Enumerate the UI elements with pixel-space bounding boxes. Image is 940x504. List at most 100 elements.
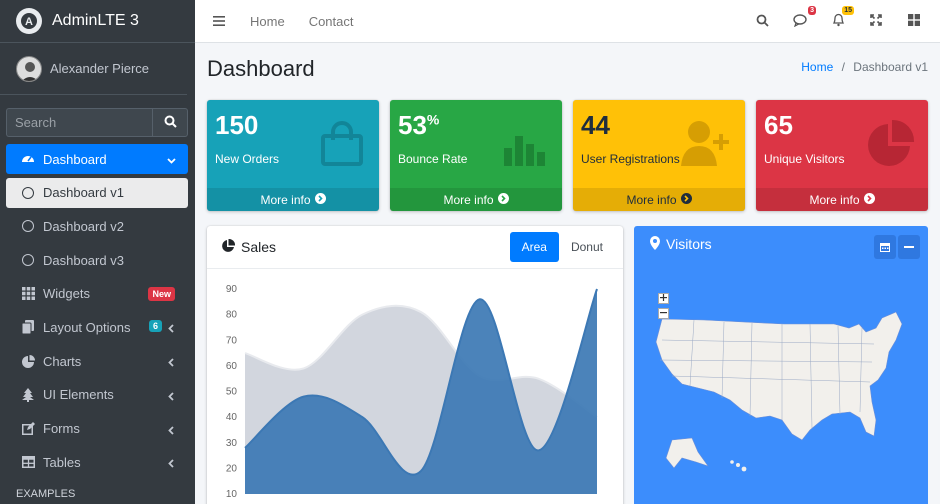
tachometer-icon <box>21 152 35 166</box>
avatar <box>16 55 42 82</box>
stat-label: Bounce Rate <box>398 152 468 166</box>
brand-link[interactable]: A AdminLTE 3 <box>0 0 195 43</box>
map-zoom-out-button[interactable] <box>658 308 669 319</box>
messages-count-badge: 3 <box>808 6 816 15</box>
main-sidebar: A AdminLTE 3 Alexander Pierce Dashboard <box>0 0 195 504</box>
pie-chart-icon <box>21 354 35 368</box>
minus-icon <box>904 240 914 255</box>
y-tick-label: 40 <box>226 412 238 423</box>
stat-value: 65 <box>764 110 793 140</box>
hamburger-menu-icon[interactable] <box>213 14 225 29</box>
user-panel[interactable]: Alexander Pierce <box>0 43 187 95</box>
sidebar-item-charts[interactable]: Charts <box>6 346 188 376</box>
sidebar-item-dashboard[interactable]: Dashboard <box>6 144 188 174</box>
sidebar-item-dashboard-v2[interactable]: Dashboard v2 <box>6 211 188 241</box>
card-title: Visitors <box>666 236 712 252</box>
svg-text:A: A <box>25 16 33 28</box>
y-tick-label: 30 <box>226 438 238 449</box>
sidebar-item-label: Layout Options <box>43 319 131 335</box>
page-title: Dashboard <box>207 56 315 81</box>
tab-area[interactable]: Area <box>509 232 559 262</box>
stat-box-unique-visitors: 65 Unique Visitors More info <box>756 100 928 211</box>
tab-donut[interactable]: Donut <box>570 240 603 254</box>
more-info-link[interactable]: More info <box>390 188 562 211</box>
control-sidebar-icon[interactable] <box>906 12 922 28</box>
notifications-bell-icon[interactable]: 15 <box>830 6 854 28</box>
minus-icon <box>660 309 667 318</box>
map-marker-icon <box>650 235 660 253</box>
count-badge: 6 <box>148 320 162 333</box>
sidebar-item-label: Charts <box>43 353 82 369</box>
y-tick-label: 50 <box>226 387 238 398</box>
sidebar-item-dashboard-v1[interactable]: Dashboard v1 <box>6 177 188 208</box>
pie-chart-icon <box>221 238 236 256</box>
chevron-left-icon <box>167 456 176 471</box>
arrow-circle-right-icon <box>497 192 509 207</box>
nav-link-contact[interactable]: Contact <box>308 13 354 29</box>
more-info-link[interactable]: More info <box>756 188 928 211</box>
arrow-circle-right-icon <box>863 192 875 207</box>
chevron-left-icon <box>167 321 176 336</box>
stat-box-user-registrations: 44 User Registrations More info <box>573 100 745 211</box>
user-plus-icon <box>679 118 733 171</box>
stat-label: Unique Visitors <box>764 152 845 166</box>
sidebar-item-ui-elements[interactable]: UI Elements <box>6 380 188 410</box>
top-navbar: Home Contact 3 15 <box>195 0 940 43</box>
breadcrumb-current: Dashboard v1 <box>853 60 928 74</box>
calendar-button[interactable] <box>874 235 896 259</box>
y-tick-label: 70 <box>226 335 238 346</box>
navbar-right: 3 15 <box>754 6 922 28</box>
stat-value: 150 <box>215 110 259 140</box>
stat-label: New Orders <box>215 152 280 166</box>
card-title: Sales <box>241 239 277 255</box>
map-zoom-in-button[interactable] <box>658 293 669 304</box>
brand-name: AdminLTE 3 <box>52 12 139 29</box>
sidebar-item-widgets[interactable]: Widgets New <box>6 279 188 309</box>
sidebar-search-input[interactable] <box>6 108 152 137</box>
chevron-down-icon <box>167 153 176 168</box>
sidebar-item-forms[interactable]: Forms <box>6 414 188 444</box>
sidebar-item-label: Widgets <box>43 286 90 302</box>
circle-icon <box>21 219 35 233</box>
sidebar-item-label: Dashboard v2 <box>43 218 124 234</box>
sales-card: Sales Area Donut 10 20 30 40 50 60 70 80 90 <box>207 226 623 504</box>
y-tick-label: 10 <box>226 489 238 500</box>
circle-icon <box>21 186 35 200</box>
breadcrumb: Home / Dashboard v1 <box>801 60 928 74</box>
copy-icon <box>21 320 35 335</box>
new-badge: New <box>148 286 175 301</box>
y-tick-label: 90 <box>226 284 238 295</box>
series-area-1 <box>245 289 597 494</box>
sidebar-item-label: Forms <box>43 421 80 436</box>
more-info-link[interactable]: More info <box>573 188 745 211</box>
stat-value: 44 <box>581 110 610 140</box>
stat-box-new-orders: 150 New Orders More info <box>207 100 379 211</box>
user-name: Alexander Pierce <box>50 61 149 76</box>
sidebar-item-label: UI Elements <box>43 387 114 403</box>
sidebar-item-tables[interactable]: Tables <box>6 447 188 477</box>
collapse-button[interactable] <box>898 235 920 259</box>
sidebar-item-dashboard-v3[interactable]: Dashboard v3 <box>6 245 188 275</box>
nav-link-home[interactable]: Home <box>250 13 285 29</box>
sidebar-item-layout-options[interactable]: Layout Options 6 <box>6 312 188 342</box>
chevron-left-icon <box>167 423 176 438</box>
navbar-search-icon[interactable] <box>754 12 770 28</box>
sidebar-item-label: Dashboard <box>43 151 107 167</box>
search-button[interactable] <box>152 108 188 137</box>
series-line-0 <box>244 304 598 418</box>
sales-area-chart: 10 20 30 40 50 60 70 80 90 <box>226 284 598 500</box>
card-tools <box>874 235 920 259</box>
chevron-left-icon <box>167 389 176 404</box>
sidebar-nav: Dashboard Dashboard v1 Dashboard v2 Dash… <box>6 144 188 481</box>
messages-icon[interactable]: 3 <box>792 6 816 28</box>
sidebar-section-header: EXAMPLES <box>16 488 76 500</box>
y-tick-label: 60 <box>226 361 238 372</box>
stat-label: User Registrations <box>581 152 680 166</box>
y-tick-label: 80 <box>226 310 238 321</box>
more-info-link[interactable]: More info <box>207 188 379 211</box>
fullscreen-icon[interactable] <box>868 12 884 28</box>
pie-chart-icon <box>866 118 916 171</box>
stat-value: 53% <box>398 110 440 140</box>
plus-icon <box>660 294 667 303</box>
breadcrumb-home-link[interactable]: Home <box>801 60 834 74</box>
